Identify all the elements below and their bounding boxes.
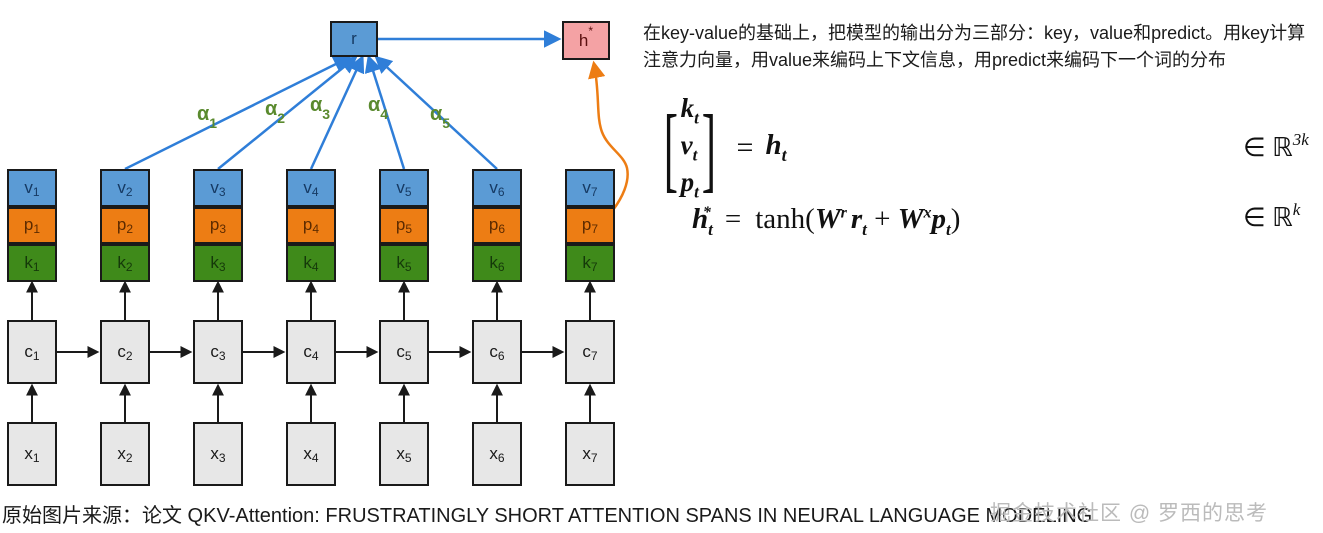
svg-text:α5: α5 bbox=[430, 103, 450, 131]
svg-text:α3: α3 bbox=[310, 94, 330, 122]
svg-text:α4: α4 bbox=[368, 94, 388, 122]
